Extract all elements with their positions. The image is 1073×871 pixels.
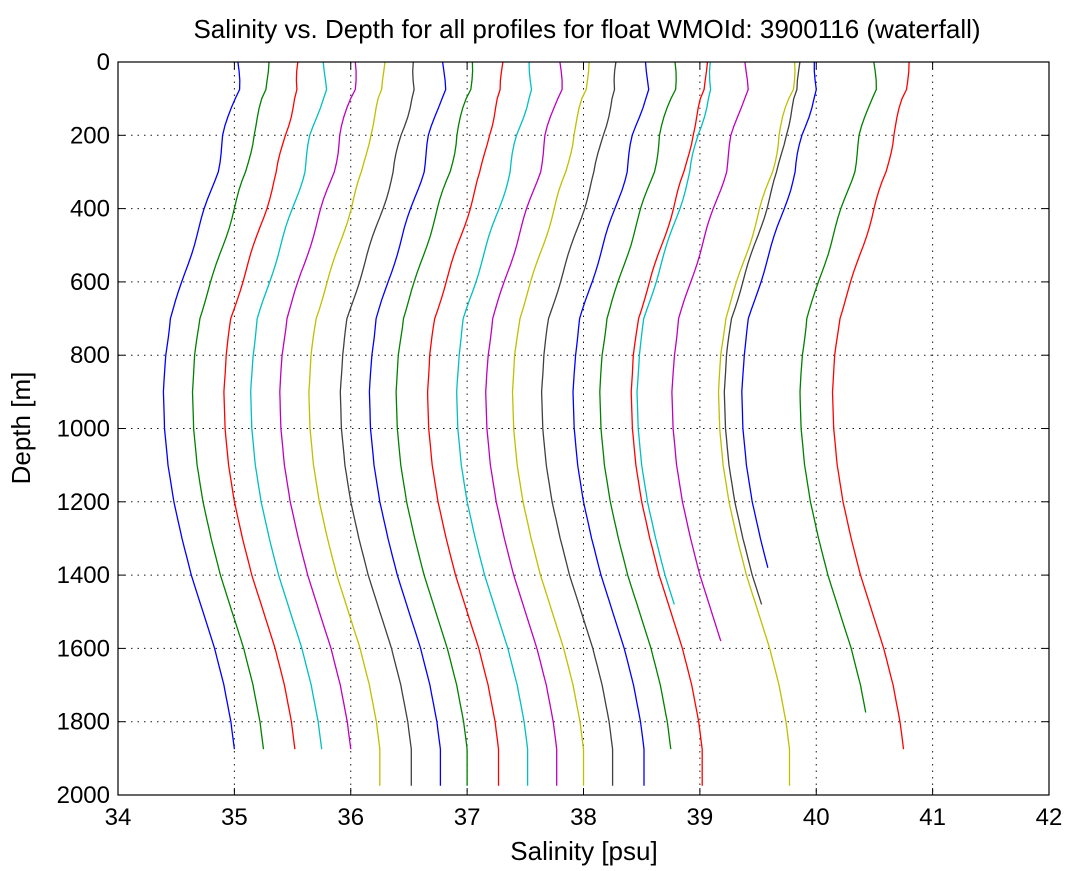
profile-line-16 bbox=[599, 61, 677, 750]
profile-line-14 bbox=[540, 61, 617, 786]
x-tick-label: 37 bbox=[454, 804, 481, 831]
x-tick-label: 39 bbox=[687, 804, 714, 831]
y-tick-label: 200 bbox=[70, 122, 110, 149]
profile-line-6 bbox=[308, 61, 386, 786]
y-axis-label: Depth [m] bbox=[6, 372, 36, 485]
profile-line-22 bbox=[741, 62, 817, 568]
y-tick-label: 400 bbox=[70, 196, 110, 223]
profile-line-4 bbox=[250, 61, 328, 750]
profile-line-11 bbox=[456, 61, 533, 786]
plot-frame bbox=[117, 61, 1050, 796]
x-tick-label: 36 bbox=[337, 804, 364, 831]
y-tick-label: 2000 bbox=[57, 782, 110, 809]
profile-line-5 bbox=[279, 61, 357, 750]
profile-lines bbox=[162, 61, 910, 786]
y-gridlines bbox=[118, 61, 1049, 796]
profile-line-20 bbox=[717, 61, 796, 786]
x-axis-label: Salinity [psu] bbox=[510, 836, 657, 866]
y-tick-label: 800 bbox=[70, 342, 110, 369]
x-tick-label: 34 bbox=[105, 804, 132, 831]
profile-line-12 bbox=[485, 61, 563, 786]
profile-line-24 bbox=[831, 61, 910, 750]
x-tick-labels: 34 35 36 37 38 39 40 41 42 bbox=[105, 804, 1063, 831]
chart-title: Salinity vs. Depth for all profiles for … bbox=[193, 14, 980, 44]
x-tick-label: 38 bbox=[570, 804, 597, 831]
y-tick-label: 1200 bbox=[57, 489, 110, 516]
profile-line-8 bbox=[368, 61, 447, 786]
y-tick-label: 1800 bbox=[57, 709, 110, 736]
y-tick-labels: 0 200 400 600 800 1000 1200 1400 1600 1800 2000 bbox=[57, 49, 110, 809]
profile-line-23 bbox=[799, 61, 877, 713]
y-tick-label: 600 bbox=[70, 269, 110, 296]
profile-line-13 bbox=[511, 61, 590, 786]
y-tick-label: 1000 bbox=[57, 416, 110, 443]
profile-line-3 bbox=[223, 61, 299, 750]
x-gridlines bbox=[117, 62, 1050, 795]
profile-line-7 bbox=[339, 61, 415, 786]
profile-line-2 bbox=[191, 61, 270, 750]
profile-line-10 bbox=[426, 61, 504, 786]
y-tick-label: 1400 bbox=[57, 562, 110, 589]
x-tick-label: 42 bbox=[1036, 804, 1063, 831]
y-tick-label: 0 bbox=[97, 49, 110, 76]
y-tick-label: 1600 bbox=[57, 635, 110, 662]
profile-line-18 bbox=[636, 61, 712, 605]
x-tick-label: 40 bbox=[803, 804, 830, 831]
profile-line-15 bbox=[572, 61, 650, 786]
x-tick-label: 41 bbox=[919, 804, 946, 831]
x-tick-label: 35 bbox=[221, 804, 248, 831]
profile-line-19 bbox=[671, 61, 749, 642]
profile-line-21 bbox=[723, 61, 801, 605]
profile-line-9 bbox=[395, 61, 474, 786]
profile-line-17 bbox=[630, 61, 709, 786]
profile-line-1 bbox=[162, 61, 241, 750]
